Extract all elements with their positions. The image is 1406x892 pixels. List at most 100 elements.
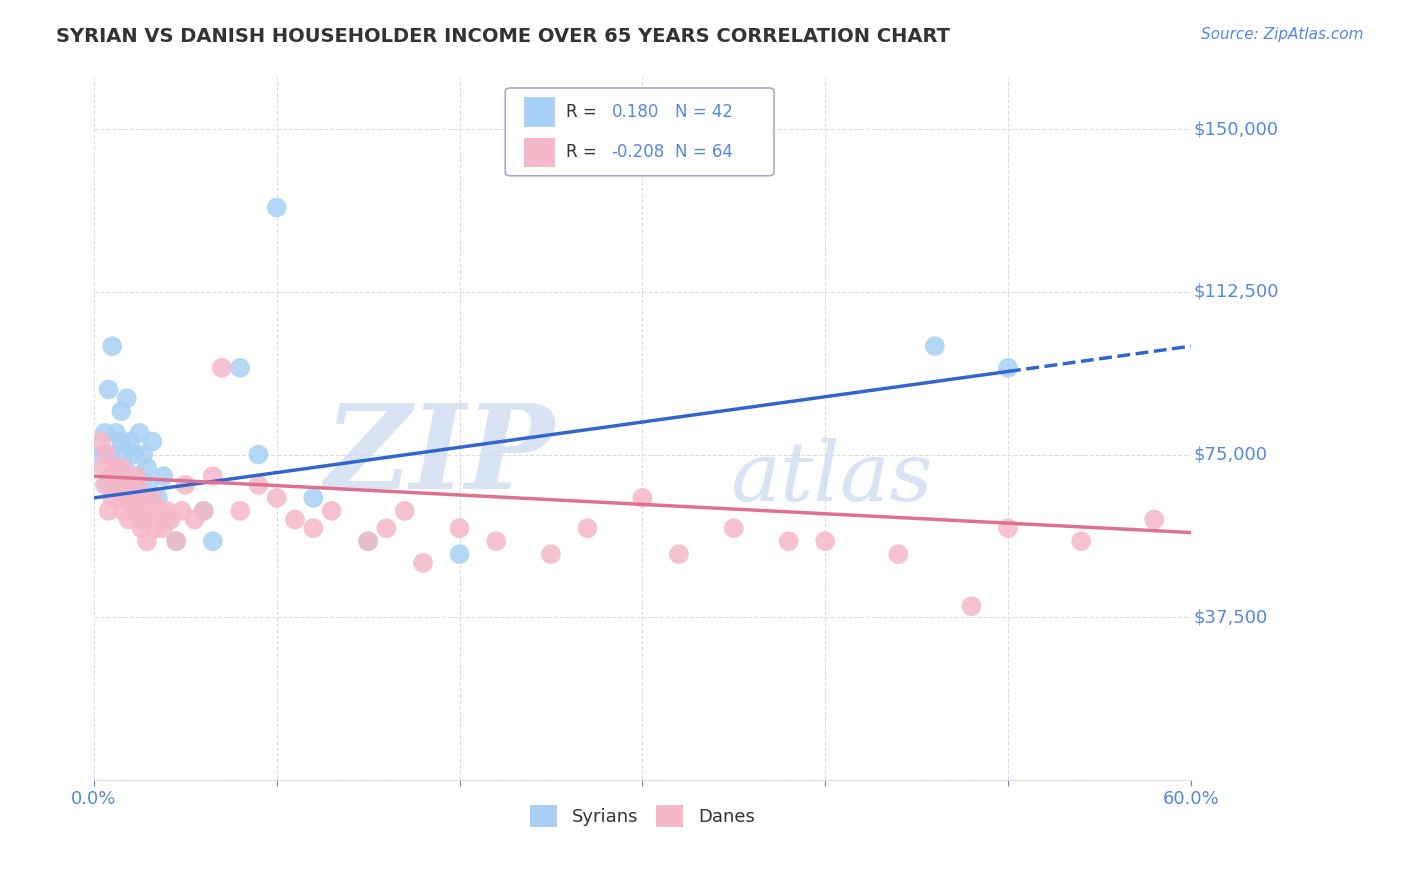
- Point: [94, 478, 117, 492]
- Point: [122, 448, 145, 462]
- Point: [132, 491, 155, 505]
- Point: [91, 460, 114, 475]
- Point: [193, 504, 215, 518]
- Point: [247, 448, 270, 462]
- Point: [134, 512, 156, 526]
- Point: [90, 434, 112, 449]
- Point: [247, 478, 270, 492]
- Text: atlas: atlas: [730, 438, 932, 517]
- Point: [321, 504, 343, 518]
- Point: [125, 491, 148, 505]
- Point: [97, 504, 120, 518]
- Point: [138, 504, 160, 518]
- Point: [110, 404, 132, 418]
- Point: [375, 521, 398, 535]
- FancyBboxPatch shape: [505, 88, 775, 176]
- Point: [960, 599, 983, 614]
- Point: [302, 491, 325, 505]
- Point: [104, 425, 127, 440]
- Point: [107, 478, 129, 492]
- Point: [107, 460, 129, 475]
- Point: [128, 504, 150, 518]
- Point: [125, 469, 148, 483]
- Point: [145, 521, 167, 535]
- Point: [266, 491, 288, 505]
- Point: [357, 534, 380, 549]
- Point: [211, 360, 233, 375]
- Point: [887, 547, 910, 561]
- Point: [165, 534, 187, 549]
- Point: [96, 478, 118, 492]
- FancyBboxPatch shape: [524, 137, 554, 167]
- Point: [156, 512, 179, 526]
- Point: [127, 478, 149, 492]
- Point: [924, 339, 946, 353]
- Point: [101, 469, 124, 483]
- Point: [284, 512, 307, 526]
- Point: [152, 521, 174, 535]
- Point: [1143, 512, 1166, 526]
- Point: [631, 491, 654, 505]
- Point: [121, 504, 143, 518]
- Text: -0.208: -0.208: [612, 144, 665, 161]
- Point: [138, 478, 160, 492]
- Point: [94, 425, 117, 440]
- Point: [141, 491, 163, 505]
- Point: [152, 469, 174, 483]
- Point: [120, 478, 142, 492]
- Point: [357, 534, 380, 549]
- Point: [127, 469, 149, 483]
- Point: [108, 478, 131, 492]
- Point: [146, 491, 169, 505]
- Point: [266, 201, 288, 215]
- Point: [97, 383, 120, 397]
- Point: [201, 469, 224, 483]
- Point: [122, 491, 145, 505]
- Point: [101, 339, 124, 353]
- Point: [1070, 534, 1092, 549]
- Point: [485, 534, 508, 549]
- Text: SYRIAN VS DANISH HOUSEHOLDER INCOME OVER 65 YEARS CORRELATION CHART: SYRIAN VS DANISH HOUSEHOLDER INCOME OVER…: [56, 27, 950, 45]
- Point: [120, 434, 142, 449]
- Point: [114, 460, 136, 475]
- Point: [112, 504, 135, 518]
- Text: $37,500: $37,500: [1194, 608, 1267, 626]
- Point: [149, 504, 172, 518]
- Text: 0.180: 0.180: [612, 103, 659, 121]
- Point: [118, 512, 141, 526]
- Point: [723, 521, 745, 535]
- Point: [131, 512, 153, 526]
- Text: $150,000: $150,000: [1194, 120, 1278, 138]
- Point: [412, 556, 434, 570]
- Text: N = 42: N = 42: [675, 103, 734, 121]
- Point: [997, 360, 1019, 375]
- Point: [997, 521, 1019, 535]
- Text: N = 64: N = 64: [675, 144, 733, 161]
- Text: R =: R =: [565, 144, 602, 161]
- Text: ZIP: ZIP: [325, 399, 554, 514]
- Point: [394, 504, 416, 518]
- Point: [108, 491, 131, 505]
- Point: [540, 547, 562, 561]
- Point: [778, 534, 800, 549]
- Point: [668, 547, 690, 561]
- Point: [128, 425, 150, 440]
- Point: [115, 391, 138, 405]
- Point: [449, 547, 471, 561]
- Point: [100, 448, 122, 462]
- Point: [103, 469, 125, 483]
- Point: [159, 512, 181, 526]
- Point: [121, 478, 143, 492]
- Point: [174, 478, 197, 492]
- Point: [110, 460, 132, 475]
- Text: Source: ZipAtlas.com: Source: ZipAtlas.com: [1201, 27, 1364, 42]
- Point: [115, 491, 138, 505]
- Text: $112,500: $112,500: [1194, 283, 1278, 301]
- Point: [201, 534, 224, 549]
- Point: [170, 504, 193, 518]
- Legend: Syrians, Danes: Syrians, Danes: [523, 797, 762, 834]
- Point: [90, 448, 112, 462]
- Point: [141, 434, 163, 449]
- Point: [132, 448, 155, 462]
- Text: R =: R =: [565, 103, 602, 121]
